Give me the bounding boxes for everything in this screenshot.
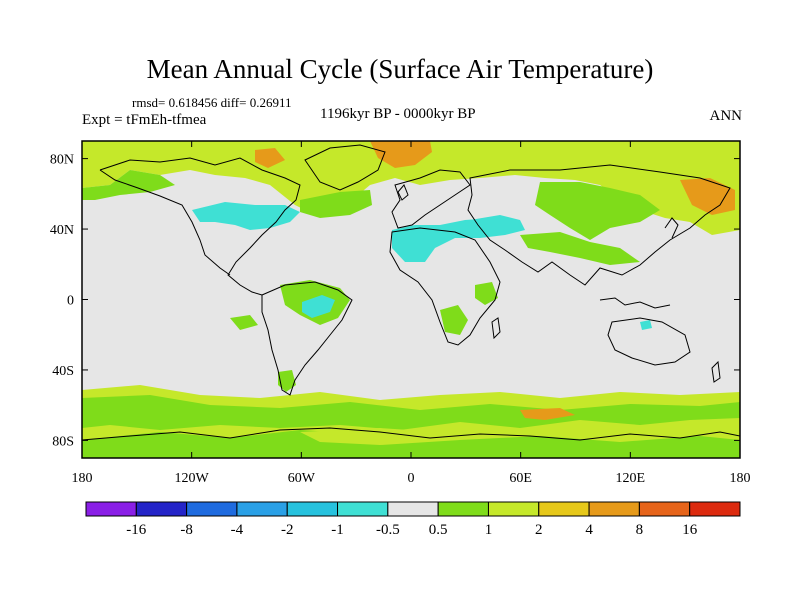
madagascar-coast bbox=[491, 317, 501, 340]
pacific-green-patch bbox=[230, 315, 258, 330]
colorbar-swatch bbox=[387, 501, 439, 517]
lon-tick-label: 120W bbox=[175, 471, 210, 486]
australia-coast bbox=[607, 317, 691, 366]
lon-tick-label: 180 bbox=[72, 471, 93, 486]
lon-tick-label: 60E bbox=[509, 471, 532, 486]
coastlines bbox=[82, 144, 740, 441]
colorbar-swatch bbox=[588, 501, 640, 517]
lat-tick-label: 80N bbox=[50, 153, 74, 168]
colorbar-swatch bbox=[135, 501, 188, 517]
lon-tick-label: 0 bbox=[408, 471, 415, 486]
patagonia-green bbox=[278, 370, 296, 392]
period-label: 1196kyr BP - 0000kyr BP bbox=[320, 106, 476, 122]
stats-label: rmsd= 0.618456 diff= 0.26911 bbox=[132, 95, 292, 110]
greenland-orange-patch bbox=[370, 141, 432, 168]
lat-tick-label: 80S bbox=[52, 434, 74, 449]
lon-tick-label: 60W bbox=[288, 471, 316, 486]
asia-green-patch bbox=[520, 232, 640, 265]
experiment-label: Expt = tFmEh-tfmea bbox=[82, 112, 207, 128]
east-africa-green-patch bbox=[475, 282, 498, 305]
colorbar-label: -0.5 bbox=[376, 522, 400, 538]
japan-coast bbox=[664, 217, 679, 239]
atlantic-green-patch bbox=[300, 190, 372, 218]
africa-coast bbox=[389, 227, 501, 346]
colorbar-label: -1 bbox=[331, 522, 344, 538]
colorbar-swatch bbox=[186, 501, 238, 517]
colorbar-label: 4 bbox=[585, 522, 593, 538]
new-zealand-coast bbox=[711, 360, 721, 383]
colorbar-swatch bbox=[236, 501, 288, 517]
lon-tick-label: 120E bbox=[616, 471, 646, 486]
lat-tick-label: 0 bbox=[67, 294, 74, 309]
indonesia-coast bbox=[599, 297, 671, 309]
amazon-cooling bbox=[302, 295, 335, 318]
europe-coast bbox=[391, 169, 471, 229]
north-america-orange-patch bbox=[255, 148, 285, 168]
africa-green-patch bbox=[440, 305, 468, 335]
indian-ocean-cyan-patch bbox=[640, 320, 652, 330]
colorbar-label: 2 bbox=[535, 522, 543, 538]
colorbar-swatch bbox=[437, 501, 489, 517]
arctic-warming-region bbox=[82, 141, 740, 235]
season-label: ANN bbox=[709, 108, 743, 124]
colorbar-swatch bbox=[487, 501, 540, 517]
colorbar-label: -2 bbox=[281, 522, 294, 538]
siberia-green-patch bbox=[535, 182, 660, 240]
uk-coast bbox=[397, 184, 409, 201]
map-field bbox=[82, 141, 740, 458]
central-asia-cooling bbox=[470, 215, 525, 235]
colorbar-label: -4 bbox=[231, 522, 244, 538]
colorbar-label: 1 bbox=[485, 522, 493, 538]
southern-ocean-green bbox=[82, 395, 740, 430]
colorbar-swatch bbox=[538, 501, 590, 517]
colorbar-swatch bbox=[638, 501, 691, 517]
colorbar-label: -16 bbox=[126, 522, 146, 538]
colorbar-swatch bbox=[689, 501, 741, 517]
lon-tick-label: 180 bbox=[730, 471, 751, 486]
colorbar-label: 16 bbox=[682, 522, 698, 538]
lat-tick-label: 40N bbox=[50, 223, 74, 238]
colorbar-label: -8 bbox=[180, 522, 193, 538]
colorbar-label: 8 bbox=[636, 522, 644, 538]
north-america-cooling bbox=[192, 202, 300, 230]
colorbar-swatch bbox=[337, 501, 389, 517]
colorbar: -16 -8 -4 -2 -1 -0.5 0.5 1 2 4 8 16 bbox=[85, 501, 741, 538]
colorbar-swatch bbox=[85, 501, 137, 517]
south-america-coast bbox=[261, 281, 353, 396]
axis-ticks bbox=[81, 141, 741, 458]
antarctic-green bbox=[82, 430, 740, 458]
colorbar-swatch bbox=[286, 501, 339, 517]
northeast-asia-orange-patch bbox=[680, 178, 735, 215]
antarctica-coast bbox=[82, 427, 740, 441]
north-america-coast bbox=[99, 157, 301, 296]
south-pacific-orange bbox=[520, 408, 575, 420]
antarctic-yellow bbox=[300, 428, 460, 445]
lat-tick-label: 40S bbox=[52, 364, 74, 379]
colorbar-label: 0.5 bbox=[429, 522, 448, 538]
greenland-coast bbox=[304, 144, 386, 191]
asia-coast bbox=[467, 164, 731, 286]
figure-title: Mean Annual Cycle (Surface Air Temperatu… bbox=[146, 54, 654, 84]
